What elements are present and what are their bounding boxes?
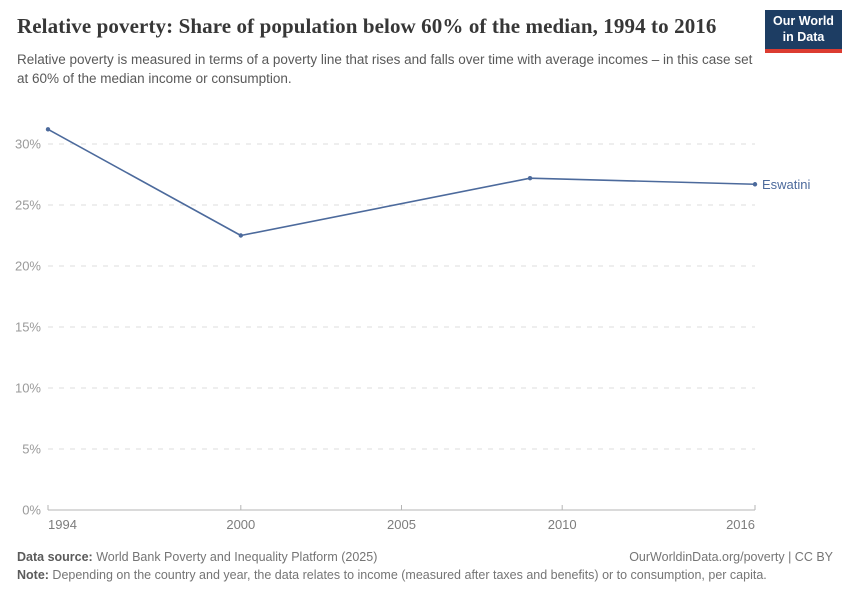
y-axis-tick-label: 5% (22, 442, 41, 457)
note: Note: Depending on the country and year,… (17, 568, 767, 582)
x-axis-tick-label: 1994 (48, 517, 77, 532)
footer-note-row: Note: Depending on the country and year,… (17, 566, 833, 584)
note-label: Note: (17, 568, 49, 583)
note-text: Depending on the country and year, the d… (48, 568, 767, 583)
owid-logo-line1: Our World (773, 13, 834, 28)
data-point[interactable] (45, 127, 51, 132)
data-source-text: World Bank Poverty and Inequality Platfo… (92, 550, 378, 564)
chart-subtitle: Relative poverty is measured in terms of… (17, 52, 753, 87)
owid-logo-line2: in Data (782, 29, 825, 44)
owid-logo[interactable]: Our World in Data (765, 10, 842, 53)
line-chart: 0% 5% 10% 15% 20% 25% 30% 1994 2000 2005 2010 2016 E… (15, 127, 811, 532)
data-point[interactable] (752, 182, 758, 187)
y-axis-tick-label: 25% (15, 198, 41, 213)
y-axis-tick-label: 10% (15, 381, 41, 396)
data-source: Data source: World Bank Poverty and Ineq… (17, 548, 377, 566)
owid-url-link[interactable]: OurWorldinData.org/poverty | CC BY (629, 550, 833, 564)
series-label[interactable]: Eswatini (762, 177, 811, 192)
x-axis-tick-label: 2010 (548, 517, 577, 532)
x-axis-tick-label: 2016 (726, 517, 755, 532)
data-source-label: Data source: (17, 550, 93, 564)
y-axis-tick-label: 20% (15, 259, 41, 274)
y-axis-tick-label: 0% (22, 503, 41, 518)
chart-title: Relative poverty: Share of population be… (17, 14, 717, 38)
x-axis-tick-label: 2000 (226, 517, 255, 532)
chart-footer: Data source: World Bank Poverty and Ineq… (17, 548, 833, 584)
data-point[interactable] (238, 233, 244, 238)
chart-header: Relative poverty: Share of population be… (17, 12, 757, 89)
x-axis-tick-label: 2005 (387, 517, 416, 532)
footer-sources-row: Data source: World Bank Poverty and Ineq… (17, 548, 833, 566)
data-point[interactable] (527, 175, 533, 181)
y-axis-tick-label: 30% (15, 137, 41, 152)
data-line[interactable] (47, 128, 756, 237)
y-axis-tick-label: 15% (15, 320, 41, 335)
